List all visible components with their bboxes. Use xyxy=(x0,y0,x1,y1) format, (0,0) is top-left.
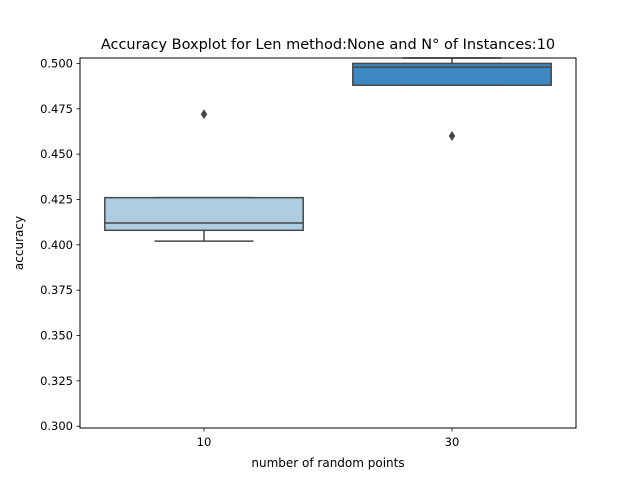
x-axis-label: number of random points xyxy=(251,456,404,470)
box xyxy=(352,62,552,86)
x-axis: 10 30 xyxy=(197,428,460,449)
y-axis-label: accuracy xyxy=(12,216,26,270)
y-tick-label: 0.450 xyxy=(40,147,73,161)
y-tick-label: 0.300 xyxy=(40,419,73,433)
x-tick-label: 10 xyxy=(197,435,212,449)
chart-title: Accuracy Boxplot for Len method:None and… xyxy=(101,37,555,53)
y-tick-label: 0.350 xyxy=(40,329,73,343)
x-tick-label: 30 xyxy=(445,435,460,449)
plot-frame xyxy=(79,57,577,429)
y-tick-label: 0.325 xyxy=(40,374,73,388)
y-tick-label: 0.425 xyxy=(40,192,73,206)
y-tick-label: 0.400 xyxy=(40,238,73,252)
box xyxy=(104,196,304,232)
y-tick-label: 0.475 xyxy=(40,102,73,116)
y-tick-label: 0.500 xyxy=(40,56,73,70)
plot-area xyxy=(104,57,552,242)
outlier-point xyxy=(200,109,208,120)
y-tick-label: 0.375 xyxy=(40,283,73,297)
y-axis: 0.300 0.325 0.350 0.375 0.400 0.425 0.450 0.475… xyxy=(40,56,80,433)
outlier-point xyxy=(448,130,456,142)
